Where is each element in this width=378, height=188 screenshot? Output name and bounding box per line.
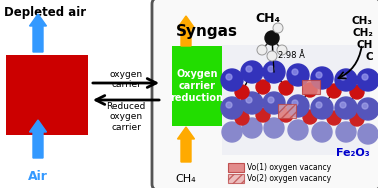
Text: Vo(2) oxygen vacancy: Vo(2) oxygen vacancy <box>247 174 331 183</box>
Circle shape <box>246 97 252 103</box>
Circle shape <box>350 112 364 126</box>
Text: oxygen
carrier: oxygen carrier <box>110 70 143 89</box>
Text: Syngas: Syngas <box>176 24 238 39</box>
Circle shape <box>287 95 309 117</box>
Circle shape <box>226 74 232 80</box>
Circle shape <box>362 74 368 80</box>
Circle shape <box>357 69 378 91</box>
Circle shape <box>279 81 293 95</box>
Circle shape <box>264 118 284 138</box>
Circle shape <box>327 111 341 125</box>
Circle shape <box>287 64 309 86</box>
Bar <box>228 163 244 172</box>
Text: Air: Air <box>28 170 48 183</box>
Circle shape <box>235 85 249 99</box>
Text: CH₃: CH₃ <box>352 16 373 26</box>
Circle shape <box>311 67 333 89</box>
Circle shape <box>303 110 317 124</box>
Text: Oxygen
carrier
oxidation: Oxygen carrier oxidation <box>19 78 75 112</box>
Bar <box>172 46 222 126</box>
Circle shape <box>257 45 267 55</box>
Circle shape <box>316 72 322 78</box>
Text: CH₄: CH₄ <box>256 12 280 25</box>
Text: 2.98 Å: 2.98 Å <box>278 51 305 59</box>
FancyArrow shape <box>178 16 195 46</box>
Text: Depleted air: Depleted air <box>4 6 86 19</box>
Circle shape <box>263 92 285 114</box>
Circle shape <box>222 122 242 142</box>
Bar <box>278 104 296 118</box>
Text: Vo(1) oxygen vacancy: Vo(1) oxygen vacancy <box>247 163 331 172</box>
Text: C: C <box>366 52 373 62</box>
Circle shape <box>221 69 243 91</box>
Circle shape <box>273 23 283 33</box>
Circle shape <box>277 45 287 55</box>
Circle shape <box>292 100 298 106</box>
Circle shape <box>312 122 332 142</box>
Circle shape <box>335 97 357 119</box>
Circle shape <box>292 69 298 75</box>
Circle shape <box>303 83 317 97</box>
FancyArrow shape <box>178 127 195 162</box>
Circle shape <box>241 92 263 114</box>
Circle shape <box>279 108 293 122</box>
Circle shape <box>268 97 274 103</box>
FancyArrow shape <box>29 120 46 158</box>
Circle shape <box>221 97 243 119</box>
Text: Reduced
oxygen
carrier: Reduced oxygen carrier <box>106 102 146 132</box>
Bar <box>222 45 370 155</box>
Bar <box>228 174 244 183</box>
Circle shape <box>235 111 249 125</box>
Text: Fe₂O₃: Fe₂O₃ <box>336 148 370 158</box>
Circle shape <box>340 74 346 80</box>
Circle shape <box>256 80 270 94</box>
Circle shape <box>357 98 378 120</box>
Circle shape <box>358 124 378 144</box>
Circle shape <box>256 108 270 122</box>
Circle shape <box>316 102 322 108</box>
Bar <box>302 80 320 94</box>
Circle shape <box>263 61 285 83</box>
Circle shape <box>226 102 232 108</box>
FancyBboxPatch shape <box>152 0 378 188</box>
Circle shape <box>267 51 277 61</box>
Circle shape <box>246 66 252 72</box>
Circle shape <box>242 118 262 138</box>
Bar <box>6 55 88 135</box>
Circle shape <box>336 122 356 142</box>
Circle shape <box>335 69 357 91</box>
Circle shape <box>311 97 333 119</box>
Circle shape <box>265 31 279 45</box>
Circle shape <box>327 84 341 98</box>
Text: CH: CH <box>356 40 373 50</box>
Circle shape <box>241 61 263 83</box>
Circle shape <box>268 66 274 72</box>
Text: Oxygen
carrier
reduction: Oxygen carrier reduction <box>170 69 223 103</box>
Text: CH₂: CH₂ <box>352 28 373 38</box>
Circle shape <box>362 103 368 109</box>
Circle shape <box>340 102 346 108</box>
Text: CH₄: CH₄ <box>176 174 196 184</box>
Circle shape <box>350 85 364 99</box>
Circle shape <box>288 120 308 140</box>
FancyArrow shape <box>29 14 46 52</box>
